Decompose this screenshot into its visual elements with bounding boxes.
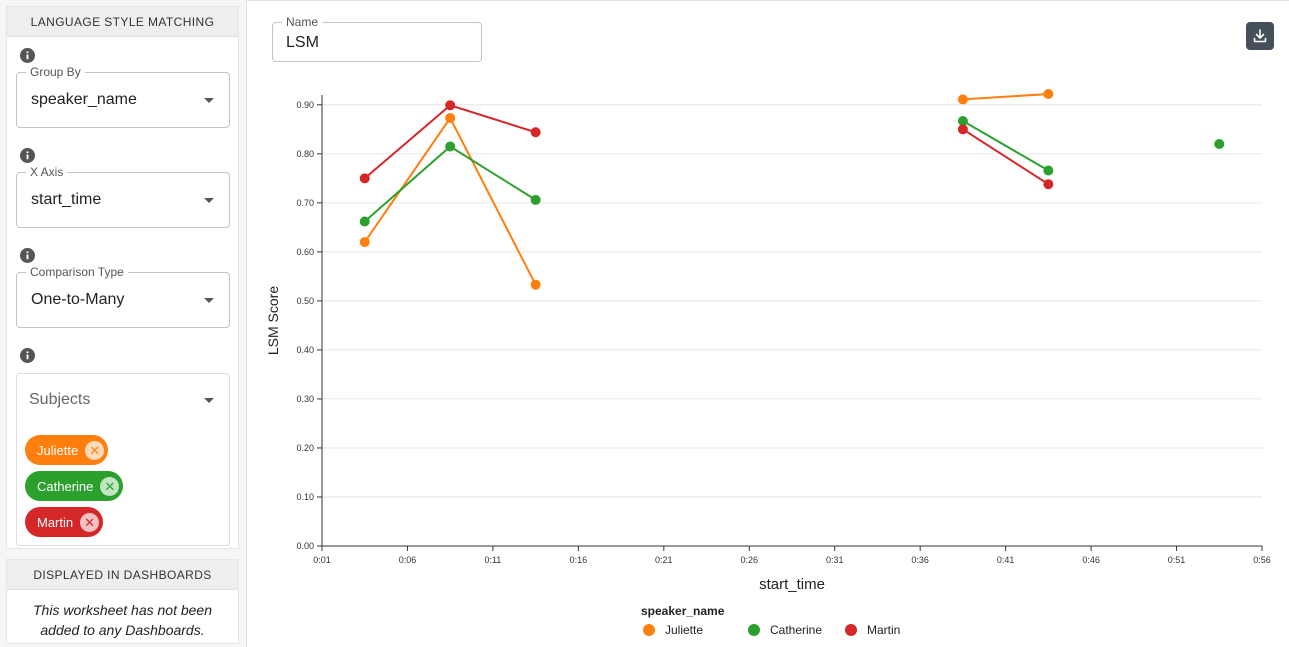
- x-tick-label: 0:36: [911, 555, 929, 565]
- y-tick-label: 0.40: [296, 345, 314, 355]
- x-tick-label: 0:16: [570, 555, 588, 565]
- legend-dot: [748, 624, 760, 636]
- top-border: [0, 0, 1289, 1]
- y-tick-label: 0.10: [296, 492, 314, 502]
- chip-label: Juliette: [37, 442, 79, 458]
- subjects-info-icon[interactable]: [19, 347, 36, 364]
- dashboards-message: This worksheet has not been added to any…: [33, 602, 212, 638]
- download-icon: [1253, 29, 1267, 43]
- data-point-juliette: [445, 113, 456, 124]
- series-line-catherine: [962, 120, 1049, 172]
- y-tick-label: 0.80: [296, 149, 314, 159]
- subjects-placeholder: Subjects: [29, 391, 91, 408]
- legend-title: speaker_name: [641, 604, 725, 618]
- subject-chip-catherine[interactable]: Catherine ✕: [25, 471, 124, 501]
- download-button[interactable]: [1246, 22, 1274, 50]
- legend-label: Catherine: [770, 623, 823, 637]
- remove-chip-icon[interactable]: ✕: [80, 512, 100, 532]
- legend-item-juliette[interactable]: Juliette: [643, 623, 703, 637]
- x-tick-label: 0:21: [655, 555, 673, 565]
- data-point-martin: [1043, 179, 1054, 190]
- group-by-label: Group By: [26, 65, 85, 79]
- legend-label: Martin: [867, 623, 901, 637]
- chevron-down-icon[interactable]: [204, 198, 214, 203]
- chip-label: Martin: [37, 514, 74, 530]
- legend-dot: [643, 624, 655, 636]
- chevron-down-icon[interactable]: [204, 298, 214, 303]
- group-by-info-icon[interactable]: [19, 47, 36, 64]
- x-tick-label: 0:11: [484, 555, 501, 565]
- y-tick-label: 0.60: [296, 247, 314, 257]
- data-point-juliette: [1043, 89, 1054, 100]
- data-point-martin: [359, 173, 370, 184]
- remove-chip-icon[interactable]: ✕: [85, 440, 105, 460]
- x-tick-label: 0:31: [826, 555, 844, 565]
- y-tick-label: 0.00: [296, 541, 314, 551]
- x-tick-label: 0:06: [399, 555, 417, 565]
- series-line-martin: [962, 128, 1049, 186]
- chevron-down-icon[interactable]: [204, 98, 214, 103]
- comparison-type-label: Comparison Type: [26, 265, 128, 279]
- comparison-type-select[interactable]: Comparison Type One-to-Many: [16, 265, 230, 328]
- x-axis-select[interactable]: X Axis start_time: [16, 165, 230, 228]
- y-tick-label: 0.30: [296, 394, 314, 404]
- subject-chip-juliette[interactable]: Juliette ✕: [25, 435, 109, 465]
- group-by-value: speaker_name: [31, 91, 137, 108]
- name-value: LSM: [286, 34, 319, 51]
- name-field[interactable]: Name LSM: [272, 15, 482, 62]
- x-tick-label: 0:26: [741, 555, 759, 565]
- x-tick-label: 0:56: [1253, 555, 1271, 565]
- group-by-select[interactable]: Group By speaker_name: [16, 65, 230, 128]
- dashboards-panel: DISPLAYED IN DASHBOARDS This worksheet h…: [6, 559, 239, 644]
- comparison-type-info-icon[interactable]: [19, 247, 36, 264]
- data-point-catherine: [359, 216, 370, 227]
- y-tick-label: 0.70: [296, 198, 314, 208]
- x-axis-label: start_time: [759, 576, 825, 593]
- legend-item-martin[interactable]: Martin: [845, 623, 900, 637]
- data-point-juliette: [957, 94, 968, 105]
- remove-chip-icon[interactable]: ✕: [100, 476, 120, 496]
- data-point-martin: [445, 100, 456, 111]
- name-label: Name: [282, 15, 323, 29]
- series-line-juliette: [962, 93, 1049, 101]
- legend-label: Juliette: [665, 623, 704, 637]
- comparison-type-value: One-to-Many: [31, 291, 125, 308]
- data-point-martin: [957, 124, 968, 135]
- dashboards-title: DISPLAYED IN DASHBOARDS: [7, 560, 238, 590]
- subjects-select[interactable]: Subjects Juliette ✕ Catherine ✕ Martin ✕: [16, 373, 230, 546]
- data-point-catherine: [957, 115, 968, 126]
- x-tick-label: 0:46: [1082, 555, 1100, 565]
- x-axis-info-icon[interactable]: [19, 147, 36, 164]
- x-axis-label: X Axis: [26, 165, 68, 179]
- x-tick-label: 0:01: [313, 555, 331, 565]
- chip-label: Catherine: [37, 478, 94, 494]
- data-point-juliette: [359, 237, 370, 248]
- data-point-catherine: [1214, 139, 1225, 150]
- legend-dot: [845, 624, 857, 636]
- legend-item-catherine[interactable]: Catherine: [748, 623, 822, 637]
- settings-panel: LANGUAGE STYLE MATCHING Group By speaker…: [6, 6, 239, 549]
- x-axis-value: start_time: [31, 191, 102, 208]
- chevron-down-icon[interactable]: [204, 398, 214, 403]
- y-tick-label: 0.50: [296, 296, 314, 306]
- x-tick-label: 0:41: [997, 555, 1015, 565]
- y-tick-label: 0.90: [296, 100, 314, 110]
- section-title: LANGUAGE STYLE MATCHING: [7, 7, 238, 37]
- data-point-catherine: [445, 141, 456, 152]
- data-point-juliette: [530, 279, 541, 290]
- data-point-martin: [530, 127, 541, 138]
- y-tick-label: 0.20: [296, 443, 314, 453]
- x-tick-label: 0:51: [1168, 555, 1186, 565]
- y-axis-label: LSM Score: [265, 286, 281, 355]
- data-point-catherine: [1043, 165, 1054, 176]
- data-point-catherine: [530, 194, 541, 205]
- subject-chip-martin[interactable]: Martin ✕: [25, 507, 104, 537]
- sidebar: LANGUAGE STYLE MATCHING Group By speaker…: [0, 0, 247, 647]
